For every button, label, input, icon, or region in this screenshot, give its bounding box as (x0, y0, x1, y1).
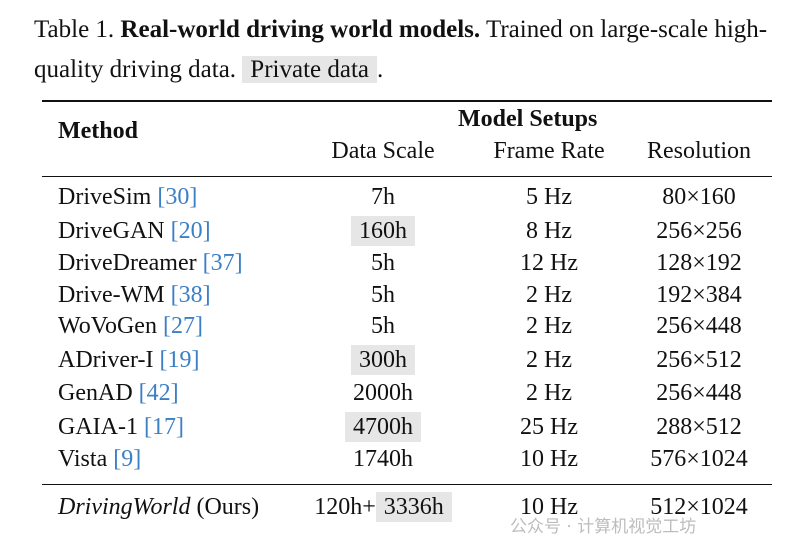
bottom-rule (42, 484, 772, 485)
caption-title: Real-world driving world models. (120, 16, 481, 43)
row-resolution: 256×448 (656, 380, 742, 406)
method-name: DriveSim (58, 184, 152, 210)
method-name: DriveGAN (58, 218, 165, 244)
data-scale-value: 2000h (353, 380, 413, 406)
table-caption: Table 1. Real-world driving world models… (34, 10, 794, 90)
row-method: DriveSim [30] (58, 184, 197, 211)
row-resolution: 192×384 (656, 282, 742, 308)
row-method: GenAD [42] (58, 380, 179, 407)
ours-method: DrivingWorld (Ours) (58, 494, 259, 521)
header-data-scale: Data Scale (331, 138, 435, 164)
top-rule (42, 100, 772, 102)
row-data-scale: 300h (298, 345, 468, 375)
row-frame-rate: 2 Hz (526, 380, 572, 406)
citation-link[interactable]: [20] (170, 218, 211, 244)
ours-data-scale: 120h+ 3336h (298, 492, 468, 522)
row-resolution: 256×512 (656, 347, 742, 373)
citation-link[interactable]: [17] (143, 414, 184, 440)
citation-link[interactable]: [19] (159, 347, 200, 373)
ours-name: DrivingWorld (58, 494, 191, 520)
data-scale-value: 5h (371, 313, 395, 339)
row-resolution: 256×256 (656, 218, 742, 244)
ours-frame-rate: 10 Hz (520, 494, 578, 520)
citation-link[interactable]: [42] (138, 380, 179, 406)
row-frame-rate: 25 Hz (520, 414, 578, 440)
row-data-scale: 2000h (298, 380, 468, 407)
row-method: DriveDreamer [37] (58, 250, 243, 277)
row-resolution: 256×448 (656, 313, 742, 339)
citation-link[interactable]: [37] (202, 250, 243, 276)
header-frame-rate: Frame Rate (493, 138, 605, 164)
row-data-scale: 160h (298, 216, 468, 246)
row-data-scale: 5h (298, 282, 468, 309)
citation-link[interactable]: [27] (162, 313, 203, 339)
ours-resolution: 512×1024 (650, 494, 748, 520)
row-method: Vista [9] (58, 446, 141, 473)
data-scale-value: 1740h (353, 446, 413, 472)
ours-suffix: (Ours) (196, 494, 260, 520)
citation-link[interactable]: [30] (157, 184, 198, 210)
row-data-scale: 7h (298, 184, 468, 211)
caption-end: . (377, 56, 384, 83)
ours-scale-public: 120h+ (314, 494, 376, 520)
row-resolution: 288×512 (656, 414, 742, 440)
header-resolution: Resolution (646, 138, 751, 164)
header-method: Method (58, 118, 138, 144)
private-data-tag: Private data (242, 56, 377, 83)
row-frame-rate: 2 Hz (526, 282, 572, 308)
header-model-setups: Model Setups (458, 106, 598, 132)
row-frame-rate: 2 Hz (526, 347, 572, 373)
row-resolution: 80×160 (662, 184, 736, 210)
data-scale-value: 160h (351, 216, 415, 246)
row-frame-rate: 8 Hz (526, 218, 572, 244)
watermark: 公众号 · 计算机视觉工坊 (510, 517, 697, 537)
method-name: DriveDreamer (58, 250, 197, 276)
method-name: Drive-WM (58, 282, 165, 308)
mid-rule (42, 176, 772, 177)
data-scale-value: 5h (371, 250, 395, 276)
row-frame-rate: 12 Hz (520, 250, 578, 276)
row-frame-rate: 2 Hz (526, 313, 572, 339)
method-name: GenAD (58, 380, 133, 406)
row-data-scale: 4700h (298, 412, 468, 442)
row-frame-rate: 5 Hz (526, 184, 572, 210)
caption-label: Table 1. (34, 16, 115, 43)
row-method: DriveGAN [20] (58, 218, 211, 245)
row-data-scale: 5h (298, 250, 468, 277)
row-method: GAIA-1 [17] (58, 414, 184, 441)
caption-description: Trained on large-scale high-quality driv… (34, 16, 768, 83)
citation-link[interactable]: [38] (170, 282, 211, 308)
row-data-scale: 5h (298, 313, 468, 340)
ours-scale-private: 3336h (375, 492, 452, 522)
data-scale-value: 4700h (345, 412, 421, 442)
row-resolution: 576×1024 (650, 446, 748, 472)
method-name: ADriver-I (58, 347, 154, 373)
data-scale-value: 7h (371, 184, 395, 210)
row-method: WoVoGen [27] (58, 313, 203, 340)
method-name: WoVoGen (58, 313, 157, 339)
data-scale-value: 5h (371, 282, 395, 308)
method-name: GAIA-1 (58, 414, 138, 440)
row-data-scale: 1740h (298, 446, 468, 473)
method-name: Vista (58, 446, 108, 472)
row-method: Drive-WM [38] (58, 282, 211, 309)
citation-link[interactable]: [9] (113, 446, 142, 472)
row-resolution: 128×192 (656, 250, 742, 276)
data-scale-value: 300h (351, 345, 415, 375)
row-frame-rate: 10 Hz (520, 446, 578, 472)
row-method: ADriver-I [19] (58, 347, 199, 374)
